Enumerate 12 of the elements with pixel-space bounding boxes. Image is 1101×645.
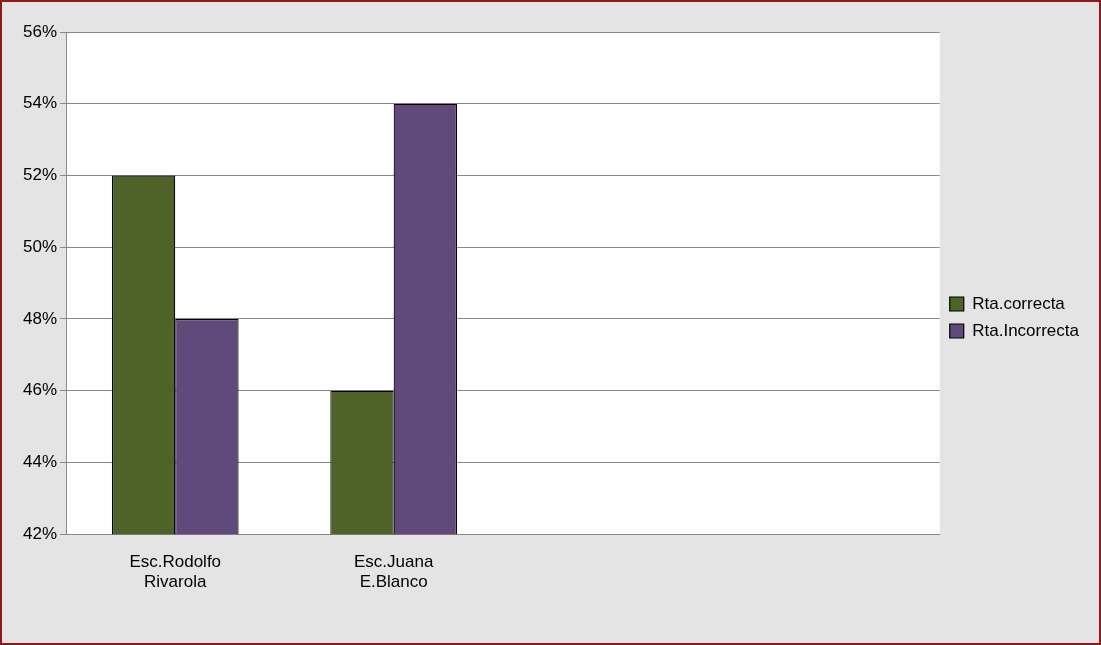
y-tick-label: 48% <box>22 308 58 328</box>
legend-label: Rta.Incorrecta <box>972 320 1080 340</box>
y-tick-label: 50% <box>22 236 58 256</box>
y-tick-label: 42% <box>22 523 58 543</box>
y-tick-label: 56% <box>22 21 58 41</box>
legend-label: Rta.correcta <box>972 293 1066 313</box>
y-tick-label: 46% <box>22 380 58 400</box>
x-tick-label: Esc.Rodolfo Rivarola <box>129 552 222 592</box>
y-tick-label: 44% <box>22 452 58 472</box>
y-tick-label: 52% <box>22 165 58 185</box>
x-tick-label: Esc.Juana E.Blanco <box>353 552 434 592</box>
y-tick-label: 54% <box>22 93 58 113</box>
